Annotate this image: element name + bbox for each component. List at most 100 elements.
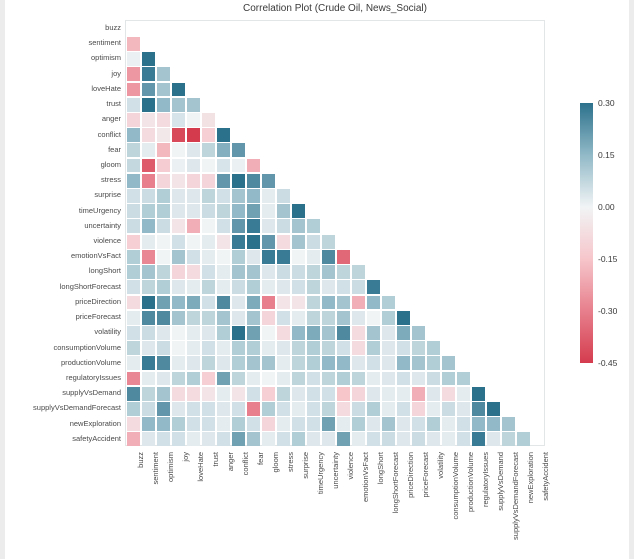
heatmap-cell [216,402,231,416]
heatmap-cell [291,234,306,249]
heatmap-cell [456,371,471,386]
heatmap-cell [231,417,246,432]
heatmap-cell [501,417,516,432]
heatmap-cell [291,371,306,386]
heatmap-cell [126,417,141,432]
heatmap-cell [321,371,336,386]
heatmap-cell [156,143,171,158]
colorbar-tick-label: -0.45 [598,358,618,368]
heatmap-cell [441,402,456,416]
heatmap-cell [216,356,231,371]
heatmap-cell [156,417,171,432]
heatmap-cell [441,432,456,447]
heatmap-cell [501,432,516,447]
heatmap-cell [246,204,261,219]
heatmap-cell [351,417,366,432]
heatmap-cell [381,432,396,447]
heatmap-cell [246,310,261,325]
heatmap-cell [276,265,291,279]
heatmap-cell [231,204,246,219]
heatmap-cell [126,341,141,355]
heatmap-cell [516,432,531,447]
heatmap-cell [171,325,186,340]
heatmap-cell [141,82,156,97]
heatmap-cell [141,219,156,234]
heatmap-cell [171,173,186,188]
heatmap-cell [126,173,141,188]
heatmap-cell [126,265,141,279]
heatmap-cell [126,219,141,234]
x-tick-label: conflict [241,452,250,476]
heatmap-cell [366,371,381,386]
heatmap-cell [306,325,321,340]
heatmap-cell [291,432,306,447]
heatmap-cell [261,173,276,188]
heatmap-cell [351,265,366,279]
heatmap-cell [126,432,141,447]
x-tick-label: stress [286,452,295,473]
heatmap-cell [171,128,186,142]
heatmap-cell [246,402,261,416]
heatmap-cell [231,310,246,325]
y-tick-label: optimism [90,53,121,63]
y-tick-label: longShort [88,266,121,276]
heatmap-cell [186,97,201,112]
heatmap-cell [396,371,411,386]
heatmap-cell [141,356,156,371]
heatmap-cell [426,432,441,447]
heatmap-cell [231,325,246,340]
heatmap-cell [216,295,231,310]
heatmap-cell [321,432,336,447]
heatmap-cell [261,310,276,325]
heatmap-cell [306,402,321,416]
heatmap-cell [141,295,156,310]
heatmap-cell [126,310,141,325]
heatmap-cell [246,219,261,234]
heatmap-cell [141,143,156,158]
y-tick-label: volatility [94,327,121,337]
x-tick-label: supplyVsDemandForecast [511,452,520,540]
heatmap-cell [366,295,381,310]
heatmap-cell [396,402,411,416]
heatmap-cell [186,295,201,310]
heatmap-cell [171,143,186,158]
heatmap-cell [231,432,246,447]
heatmap-cell [471,432,486,447]
heatmap-cell [126,249,141,264]
heatmap-cell [126,52,141,66]
heatmap-cell [441,386,456,401]
heatmap-cell [141,417,156,432]
heatmap-cell [321,265,336,279]
heatmap-cell [381,417,396,432]
x-tick-label: gloom [271,452,280,473]
heatmap-cell [156,82,171,97]
y-tick-label: productionVolume [60,357,121,367]
heatmap-cell [156,204,171,219]
heatmap-cell [411,371,426,386]
heatmap-cell [216,219,231,234]
heatmap-cell [411,417,426,432]
x-tick-label: newExploration [526,452,535,504]
heatmap-cell [366,432,381,447]
heatmap-cell [381,310,396,325]
heatmap-cell [126,325,141,340]
heatmap-cell [126,143,141,158]
heatmap-cell [396,417,411,432]
heatmap-cell [336,432,351,447]
heatmap-cell [231,371,246,386]
heatmap-cell [291,386,306,401]
heatmap-cell [276,356,291,371]
colorbar-tick-label: -0.30 [598,306,618,316]
heatmap-cell [426,386,441,401]
heatmap-cell [471,417,486,432]
heatmap-cell [216,173,231,188]
heatmap-cell [216,189,231,203]
heatmap-cell [126,36,141,51]
heatmap-cell [276,417,291,432]
heatmap-cell [156,112,171,127]
heatmap-cell [246,341,261,355]
heatmap-cell [126,295,141,310]
heatmap-cell [321,234,336,249]
y-tick-label: supplyVsDemand [62,388,121,398]
x-tick-label: fear [256,452,265,465]
